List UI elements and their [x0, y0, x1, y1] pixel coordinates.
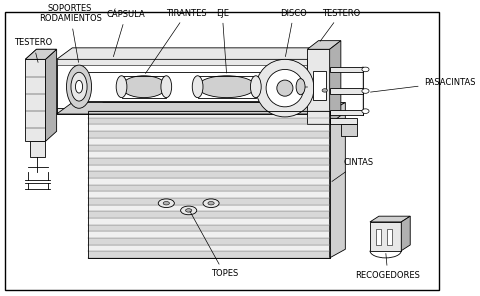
Polygon shape [57, 48, 323, 59]
Polygon shape [57, 59, 307, 65]
Ellipse shape [251, 76, 261, 98]
Polygon shape [401, 216, 410, 251]
Text: CINTAS: CINTAS [332, 158, 373, 181]
Bar [88, 131, 330, 138]
Polygon shape [57, 108, 307, 114]
Bar [88, 165, 330, 171]
Polygon shape [330, 67, 363, 72]
Ellipse shape [198, 76, 256, 98]
Text: SOPORTES
RODAMIENTOS: SOPORTES RODAMIENTOS [38, 4, 101, 62]
Polygon shape [307, 48, 323, 114]
Bar [88, 111, 330, 118]
Polygon shape [25, 49, 57, 59]
Bar [88, 178, 330, 184]
Bar [88, 198, 330, 205]
Bar [88, 238, 330, 244]
Ellipse shape [121, 76, 166, 98]
Polygon shape [330, 118, 357, 124]
Text: DISCO: DISCO [280, 9, 307, 57]
Text: RECOGEDORES: RECOGEDORES [355, 253, 420, 280]
Text: TESTERO: TESTERO [14, 38, 52, 62]
Ellipse shape [362, 89, 369, 93]
Ellipse shape [116, 76, 127, 98]
Polygon shape [88, 102, 345, 111]
Polygon shape [330, 102, 345, 258]
Bar [88, 225, 330, 231]
Bar [88, 251, 330, 258]
Polygon shape [341, 124, 357, 136]
Ellipse shape [75, 80, 83, 93]
Polygon shape [30, 141, 46, 157]
Ellipse shape [362, 109, 369, 113]
Ellipse shape [163, 202, 169, 205]
Bar [387, 229, 392, 245]
Polygon shape [330, 41, 341, 124]
Bar [88, 231, 330, 238]
Bar [88, 158, 330, 165]
Polygon shape [25, 49, 57, 59]
Bar [88, 111, 330, 258]
Ellipse shape [186, 209, 192, 212]
Bar [313, 71, 325, 100]
Ellipse shape [256, 59, 314, 117]
Text: PASACINTAS: PASACINTAS [371, 78, 475, 92]
Ellipse shape [208, 202, 214, 205]
Bar [88, 111, 330, 258]
Bar [88, 125, 330, 131]
Bar [376, 229, 381, 245]
Text: EJE: EJE [216, 9, 229, 73]
Ellipse shape [180, 206, 197, 215]
Ellipse shape [71, 72, 87, 101]
Text: TOPES: TOPES [190, 211, 238, 279]
Bar [88, 171, 330, 178]
Polygon shape [370, 216, 410, 222]
Text: TIRANTES: TIRANTES [145, 9, 207, 73]
Bar [88, 144, 330, 151]
Polygon shape [330, 110, 363, 115]
Bar [88, 118, 330, 125]
Polygon shape [330, 88, 363, 94]
Ellipse shape [277, 80, 293, 96]
Polygon shape [46, 49, 57, 141]
Bar [88, 205, 330, 211]
Ellipse shape [158, 199, 174, 207]
Bar [88, 191, 330, 198]
Ellipse shape [362, 67, 369, 72]
Ellipse shape [322, 89, 327, 92]
Bar [88, 138, 330, 144]
Text: CÁPSULA: CÁPSULA [107, 10, 145, 57]
Ellipse shape [203, 199, 219, 207]
Ellipse shape [161, 76, 172, 98]
Bar [88, 218, 330, 225]
Polygon shape [57, 102, 323, 114]
Bar [88, 151, 330, 158]
Bar [88, 244, 330, 251]
Polygon shape [370, 222, 401, 251]
Ellipse shape [192, 76, 203, 98]
Ellipse shape [266, 70, 304, 107]
Text: TESTERO: TESTERO [320, 9, 360, 41]
Polygon shape [307, 49, 330, 124]
Ellipse shape [296, 79, 305, 95]
Polygon shape [25, 59, 46, 141]
Polygon shape [307, 41, 341, 49]
Bar [88, 184, 330, 191]
Bar [88, 211, 330, 218]
Ellipse shape [67, 65, 92, 108]
Polygon shape [57, 59, 307, 114]
